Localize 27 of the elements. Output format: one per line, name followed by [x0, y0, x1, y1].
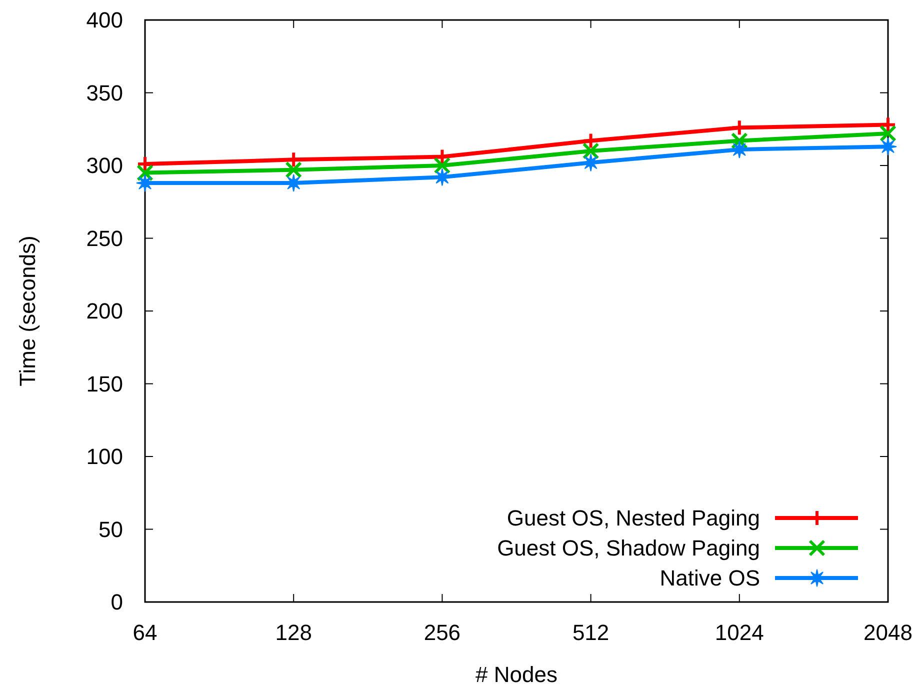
y-tick-label: 250	[86, 226, 123, 251]
point	[582, 142, 600, 160]
legend-label: Native OS	[660, 566, 760, 591]
x-tick-label: 256	[424, 620, 461, 645]
x-tick-label: 64	[132, 620, 158, 645]
point	[434, 157, 451, 174]
y-tick-label: 0	[110, 590, 123, 615]
x-axis-title: # Nodes	[476, 662, 558, 687]
y-axis-title: Time (seconds)	[15, 236, 40, 386]
y-tick-label: 150	[86, 371, 123, 396]
y-tick-label: 350	[86, 80, 123, 106]
point	[880, 124, 896, 142]
point	[730, 132, 748, 150]
legend-label: Guest OS, Shadow Paging	[497, 536, 760, 561]
x-tick-label: 128	[275, 620, 312, 645]
y-tick-label: 50	[98, 516, 123, 542]
x-tick-label: 512	[572, 620, 610, 645]
point	[582, 132, 600, 150]
x-tick-label: 2048	[864, 620, 912, 645]
point	[136, 164, 154, 182]
point	[285, 161, 302, 178]
legend-label: Guest OS, Nested Paging	[506, 506, 760, 531]
x-tick-label: 1024	[714, 620, 764, 645]
y-tick-label: 200	[86, 298, 123, 324]
y-tick-label: 100	[86, 444, 123, 470]
y-tick-label: 300	[86, 153, 123, 178]
y-tick-label: 400	[86, 8, 123, 33]
